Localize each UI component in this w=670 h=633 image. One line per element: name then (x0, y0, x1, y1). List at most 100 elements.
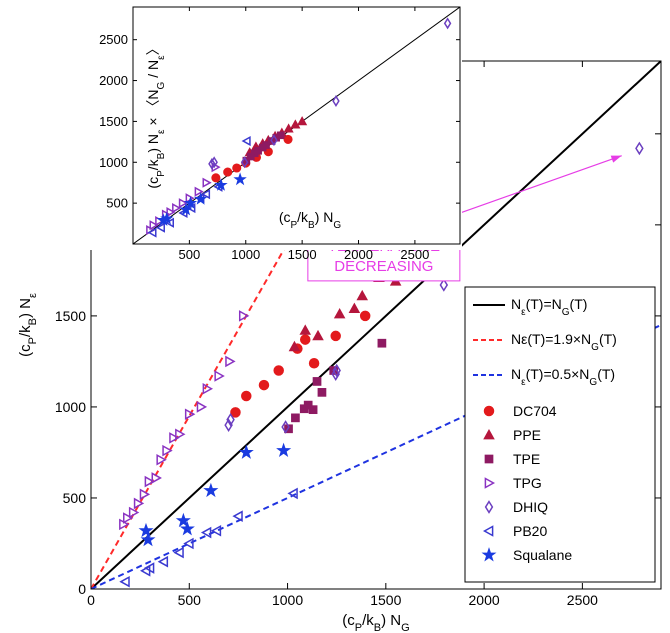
main-point-squalane (179, 520, 195, 536)
inset-point-ppe (290, 119, 301, 129)
main-point-tpg (133, 497, 145, 510)
legend-line-label-part: (T) (570, 296, 588, 312)
main-point-pb20 (183, 537, 194, 550)
legend-box (464, 286, 656, 583)
main-point-squalane (140, 531, 156, 547)
main-point-dhiq (332, 363, 341, 378)
main-y-axis-label-part: B (27, 318, 39, 325)
inset-xtick-label: 1000 (231, 247, 260, 262)
inset-point-dhiq (270, 134, 278, 147)
legend-marker-tpe (484, 454, 494, 464)
inset-x-axis-label-part: ) N (315, 209, 334, 225)
inset-ytick-label: 1500 (99, 114, 128, 129)
main-point-dc704 (258, 379, 270, 391)
main-point-dc704 (230, 407, 241, 418)
main-x-axis-label-part: P (355, 622, 362, 633)
inset-x-axis-label-part: /k (297, 209, 309, 225)
main-point-pb20 (200, 526, 212, 539)
main-point-dc704 (308, 357, 320, 369)
inset-point-squalane (160, 211, 174, 225)
inset-point-dhiq (443, 17, 452, 30)
main-line-1 (91, 61, 392, 589)
main-point-pb20 (232, 510, 243, 522)
inset-point-squalane (233, 172, 247, 186)
legend-line-label: Nε(T)=1.9×NG(T) (511, 331, 617, 353)
inset-y-axis-label-part: ) N (145, 134, 161, 153)
main-point-tpg (162, 444, 173, 457)
main-point-tpe (291, 413, 300, 423)
main-point-tpe (317, 388, 327, 397)
main-point-squalane (203, 482, 219, 498)
main-ytick-label: 1500 (55, 308, 86, 324)
inset-point-squalane (179, 202, 193, 216)
main-y-axis-label-part: (c (17, 344, 34, 357)
inset-point-pb20 (147, 227, 157, 238)
legend-line-label-part: Nε(T)=1.9×N (511, 331, 591, 347)
main-point-dc704 (273, 365, 284, 376)
inset-point-pb20 (155, 222, 165, 233)
inset-xtick-label: 2500 (400, 247, 429, 262)
legend-marker-tpg (484, 477, 496, 489)
main-point-tpg (184, 408, 196, 420)
main-xtick-label: 2500 (567, 592, 598, 608)
inset-point-pb20 (200, 189, 211, 200)
inset-point-dc704 (211, 173, 221, 183)
legend-line-label-part: G (591, 342, 599, 353)
main-series-pb20 (119, 487, 298, 588)
main-point-tpg (175, 428, 186, 441)
inset-point-dc704 (232, 163, 242, 173)
main-point-tpg (139, 488, 151, 501)
main-point-tpg (238, 310, 250, 322)
inset-xtick-label: 2000 (344, 247, 373, 262)
legend-line-label: Nε(T)=NG(T) (511, 296, 587, 318)
legend-label: DHIQ (513, 499, 548, 515)
inset-ytick-label: 1000 (99, 155, 128, 170)
inset-y-axis-label-part: 〉 (145, 41, 161, 55)
main-point-tpe (303, 400, 313, 410)
legend-line-label-part: N (511, 366, 521, 382)
main-x-axis-label-part: B (374, 622, 381, 633)
inset-point-dhiq (210, 156, 218, 169)
inset-y-axis-label-part: / N (145, 60, 161, 82)
main-series-squalane (138, 442, 292, 547)
legend-line-label-part: N (511, 296, 521, 312)
inset-ytick-label: 2000 (99, 73, 128, 88)
inset-y-axis-label-part: G (156, 81, 167, 89)
legend-marker-ppe (483, 428, 495, 440)
main-point-ppe (299, 324, 312, 335)
inset-x-axis-label-part: (c (279, 209, 291, 225)
main-point-dc704 (330, 330, 341, 342)
inset-point-tpg (149, 220, 159, 231)
inset-point-tpe (276, 131, 285, 140)
inset-chart: 500 1000 1500 2000 2500 500 1000 1500 2000 2500 (c… (0, 0, 462, 262)
main-line-0 (91, 61, 661, 589)
main-point-pb20 (157, 555, 169, 568)
legend-line-label-part: ε (521, 307, 526, 318)
legend: Nε(T)=NG(T)Nε(T)=1.9×NG(T)Nε(T)=0.5×NG(T… (464, 286, 656, 583)
legend-marker-pb20 (482, 525, 494, 537)
main-y-axis-label-part: ) N (17, 298, 34, 318)
main-point-pb20 (173, 546, 184, 559)
main-point-ppe (356, 289, 369, 301)
inset-x-axis-label: (cP/kB) NG (279, 209, 342, 231)
main-point-squalane (138, 522, 154, 538)
main-chart: 0 500 1000 1500 2000 2500 0 500 1000 1500 2000 2500… (17, 60, 662, 633)
inset-point-ppe (297, 116, 308, 126)
annotation-text: DECREASING (334, 258, 433, 275)
inset-point-dc704 (283, 134, 293, 144)
main-point-dhiq (226, 412, 235, 427)
main-xtick-label: 500 (178, 592, 202, 608)
inset-y-axis-label-part: /k (145, 158, 161, 170)
main-x-axis-label-part: ) N (381, 612, 401, 629)
main-point-pb20 (287, 487, 298, 500)
legend-line-label-part: G (589, 377, 597, 388)
main-point-tpg (144, 475, 156, 488)
legend-label: TPG (513, 475, 542, 491)
main-x-axis-label-part: /k (362, 612, 374, 629)
inset-series-squalane (156, 172, 247, 226)
main-ytick-label: 1000 (55, 399, 86, 415)
legend-label: PB20 (513, 523, 547, 539)
main-point-dc704 (299, 334, 311, 345)
annotation-arrowhead (610, 155, 622, 163)
